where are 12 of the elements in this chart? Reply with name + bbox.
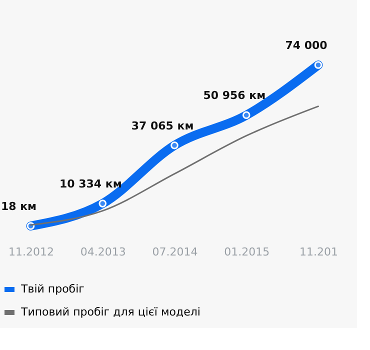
data-label: 37 065 км — [131, 119, 194, 132]
x-tick-label: 11.2012 — [8, 246, 54, 258]
x-tick-label: 11.201 — [300, 246, 338, 258]
data-label: 50 956 км — [203, 89, 266, 102]
x-tick-label: 01.2015 — [224, 246, 270, 258]
data-label: 10 334 км — [59, 178, 122, 191]
legend-label: Типовий пробіг для цієї моделі — [20, 306, 200, 318]
x-tick-label: 04.2013 — [80, 246, 126, 258]
data-label: 18 км — [0, 200, 37, 213]
x-tick-label: 07.2014 — [152, 246, 198, 258]
data-label: 74 000 — [285, 39, 328, 52]
legend-label: Твій пробіг — [20, 282, 85, 296]
